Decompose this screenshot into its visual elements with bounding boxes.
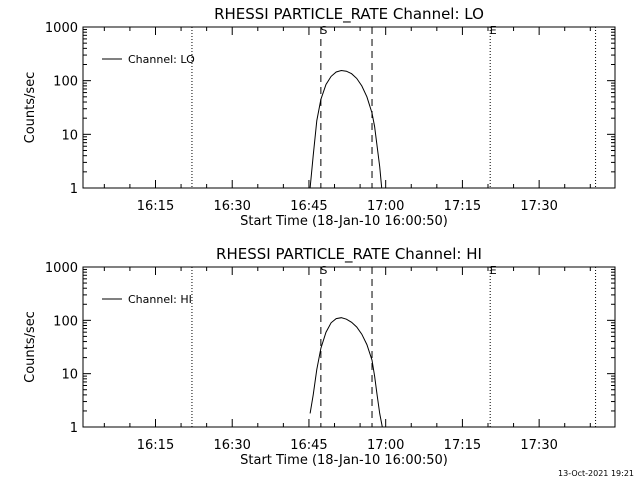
chart-2-title: RHESSI PARTICLE_RATE Channel: HI [216,245,482,264]
chart-2-y-tick-label: 10 [61,368,78,383]
chart-1-x-tick-label: 17:15 [444,199,481,214]
chart-2-y-tick-label: 1000 [45,261,78,276]
chart-1-y-tick-label: 1 [70,182,78,197]
chart-2-y-tick-label: 1 [70,421,78,436]
chart-1-title: RHESSI PARTICLE_RATE Channel: LO [214,5,484,24]
chart-2-marker-label-e: E [490,264,497,277]
chart-1-y-tick-label: 100 [53,75,78,90]
chart-1-marker-label-e: E [490,24,497,37]
chart-1-x-tick-label: 17:30 [520,199,557,214]
chart-2-x-axis-label: Start Time (18-Jan-10 16:00:50) [240,453,448,468]
chart-1-x-tick-label: 16:30 [213,199,250,214]
chart-2-plot-frame [82,266,616,428]
chart-1-series-line [309,69,383,189]
chart-2-x-tick-label: 16:15 [137,438,174,453]
chart-2-x-tick-label: 17:30 [520,438,557,453]
chart-2-y-tick-label: 100 [53,314,78,329]
chart-1-x-tick-label: 16:15 [137,199,174,214]
chart-1-x-tick-label: 17:00 [367,199,404,214]
chart-1-x-axis-label: Start Time (18-Jan-10 16:00:50) [240,214,448,229]
chart-1-legend-entry: Channel: LO [128,53,195,66]
chart-1-marker-label-s: S [320,24,327,37]
chart-2-x-tick-label: 16:45 [290,438,327,453]
chart-2-series-line [309,317,383,428]
chart-1-plot-frame [82,26,616,189]
footer-timestamp: 13-Oct-2021 19:21 [558,469,634,478]
chart-2-y-axis-label: Counts/sec [23,311,38,383]
chart-1-y-tick-label: 10 [61,128,78,143]
chart-1-x-tick-label: 16:45 [290,199,327,214]
chart-2-marker-label-s: S [320,264,327,277]
chart-1-y-tick-label: 1000 [45,21,78,36]
chart-2-x-tick-label: 16:30 [213,438,250,453]
chart-2-x-tick-label: 17:00 [367,438,404,453]
chart-2-x-tick-label: 17:15 [444,438,481,453]
chart-1-y-axis-label: Counts/sec [23,72,38,144]
chart-2-legend-entry: Channel: HI [128,293,192,306]
